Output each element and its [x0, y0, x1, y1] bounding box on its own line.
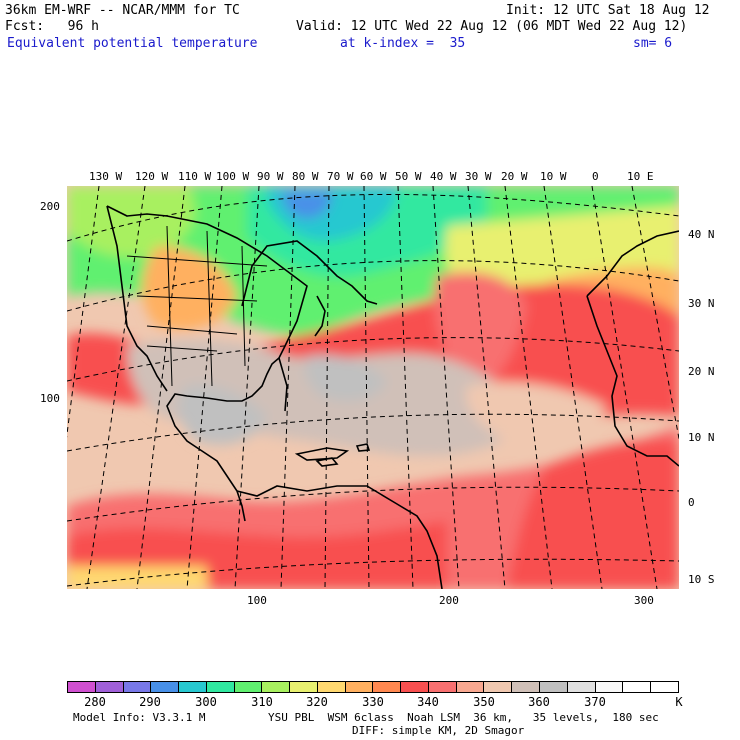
- colorbar-swatch: [68, 682, 96, 692]
- colorbar-swatch: [151, 682, 180, 692]
- grid-x-label: 300: [634, 594, 654, 607]
- field-name: Equivalent potential temperature: [7, 36, 258, 51]
- lon-label: 50 W: [395, 170, 422, 183]
- grid-x-label: 100: [247, 594, 267, 607]
- colorbar-swatch: [595, 682, 624, 692]
- lon-label: 70 W: [327, 170, 354, 183]
- lon-label: 40 W: [430, 170, 457, 183]
- grid-y-label: 200: [40, 200, 60, 213]
- colorbar-swatch: [206, 682, 235, 692]
- lon-label: 10 W: [540, 170, 567, 183]
- colorbar-label: 360: [528, 695, 550, 709]
- theta-e-map: [67, 186, 679, 589]
- colorbar-swatch: [123, 682, 152, 692]
- lat-label: 40 N: [688, 228, 715, 241]
- lon-label: 60 W: [360, 170, 387, 183]
- lon-label: 20 W: [501, 170, 528, 183]
- level-info: at k-index = 35: [340, 36, 466, 51]
- colorbar-label: 320: [306, 695, 328, 709]
- lon-label: 130 W: [89, 170, 123, 183]
- colorbar-label: 310: [251, 695, 273, 709]
- graticule: [67, 186, 679, 589]
- colorbar-swatch: [651, 682, 678, 692]
- lat-label: 0: [688, 496, 695, 509]
- model-title: 36km EM-WRF -- NCAR/MMM for TC: [5, 3, 240, 18]
- lon-label: 80 W: [292, 170, 319, 183]
- colorbar-swatch: [623, 682, 652, 692]
- lat-label: 10 N: [688, 431, 715, 444]
- lon-label: 10 E: [627, 170, 654, 183]
- colorbar-swatch: [95, 682, 124, 692]
- colorbar-swatch: [484, 682, 513, 692]
- coastlines: [106, 205, 679, 589]
- colorbar-swatch: [567, 682, 596, 692]
- valid-time: Valid: 12 UTC Wed 22 Aug 12 (06 MDT Wed …: [296, 19, 688, 34]
- colorbar-label: 290: [139, 695, 161, 709]
- lon-label: 0: [592, 170, 599, 183]
- smoothing-info: sm= 6: [633, 36, 673, 51]
- political-boundaries: [126, 225, 268, 387]
- lon-label: 30 W: [465, 170, 492, 183]
- colorbar-label: 280: [84, 695, 106, 709]
- colorbar-swatch: [512, 682, 541, 692]
- model-info: Model Info: V3.3.1 M: [73, 711, 206, 724]
- colorbar-swatch: [290, 682, 318, 692]
- lat-label: 30 N: [688, 297, 715, 310]
- grid-x-label: 200: [439, 594, 459, 607]
- lat-label: 10 S: [688, 573, 715, 586]
- diffusion-info: DIFF: simple KM, 2D Smagor: [352, 724, 525, 737]
- forecast-hour: Fcst: 96 h: [5, 19, 99, 34]
- colorbar-swatch: [456, 682, 485, 692]
- colorbar-swatch: [234, 682, 263, 692]
- colorbar-label: 330: [362, 695, 384, 709]
- lon-label: 120 W: [135, 170, 169, 183]
- colorbar: [67, 681, 679, 693]
- grid-y-label: 100: [40, 392, 60, 405]
- physics-info: YSU PBL WSM 6class Noah LSM 36 km, 35 le…: [268, 711, 659, 724]
- colorbar-swatch: [428, 682, 457, 692]
- colorbar-label: 370: [584, 695, 606, 709]
- colorbar-label: 350: [473, 695, 495, 709]
- colorbar-swatch: [262, 682, 291, 692]
- lat-label: 20 N: [688, 365, 715, 378]
- colorbar-swatch: [401, 682, 429, 692]
- colorbar-swatch: [345, 682, 374, 692]
- colorbar-label: 300: [195, 695, 217, 709]
- lon-label: 90 W: [257, 170, 284, 183]
- colorbar-unit: K: [675, 695, 683, 709]
- theta-e-field: [67, 186, 679, 589]
- lon-label: 100 W: [216, 170, 250, 183]
- colorbar-label: 340: [417, 695, 439, 709]
- init-time: Init: 12 UTC Sat 18 Aug 12: [506, 3, 710, 18]
- colorbar-swatch: [317, 682, 346, 692]
- colorbar-swatch: [540, 682, 568, 692]
- lon-label: 110 W: [178, 170, 212, 183]
- colorbar-swatch: [179, 682, 207, 692]
- colorbar-swatch: [373, 682, 402, 692]
